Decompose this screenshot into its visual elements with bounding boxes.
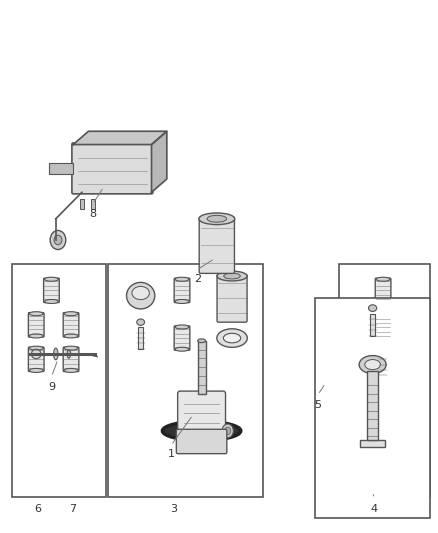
Polygon shape [152, 131, 167, 192]
Text: 8: 8 [89, 209, 96, 219]
FancyBboxPatch shape [178, 391, 226, 433]
Bar [315, 298, 430, 519]
Ellipse shape [217, 329, 247, 348]
Bar [198, 341, 205, 394]
Ellipse shape [175, 325, 189, 329]
Text: 4: 4 [370, 504, 377, 514]
Polygon shape [73, 131, 167, 144]
Ellipse shape [64, 368, 78, 373]
Circle shape [225, 427, 231, 434]
FancyBboxPatch shape [177, 429, 227, 454]
Ellipse shape [29, 346, 43, 350]
Bar [360, 440, 385, 447]
FancyBboxPatch shape [174, 326, 190, 350]
FancyBboxPatch shape [375, 278, 391, 303]
Ellipse shape [29, 312, 43, 316]
Circle shape [54, 235, 62, 245]
Ellipse shape [198, 339, 205, 343]
Ellipse shape [224, 273, 240, 279]
Ellipse shape [175, 300, 189, 303]
Ellipse shape [376, 277, 390, 281]
Bar [381, 354, 385, 375]
FancyBboxPatch shape [63, 313, 79, 337]
Ellipse shape [29, 368, 43, 373]
FancyBboxPatch shape [63, 347, 79, 372]
Bar [108, 264, 262, 497]
FancyBboxPatch shape [375, 316, 391, 340]
Ellipse shape [217, 271, 247, 281]
Ellipse shape [368, 305, 377, 311]
Ellipse shape [376, 300, 390, 303]
Ellipse shape [199, 213, 235, 224]
Ellipse shape [223, 333, 241, 343]
Circle shape [50, 230, 66, 249]
FancyBboxPatch shape [44, 278, 59, 303]
Bar [49, 163, 73, 174]
Circle shape [222, 424, 233, 438]
Ellipse shape [64, 312, 78, 316]
Ellipse shape [162, 421, 241, 440]
Ellipse shape [67, 350, 71, 358]
Text: 1: 1 [168, 449, 175, 459]
Bar [12, 264, 106, 497]
Bar [91, 199, 95, 209]
Text: 2: 2 [194, 274, 201, 285]
Ellipse shape [64, 334, 78, 338]
Bar [138, 327, 143, 349]
Ellipse shape [359, 356, 386, 374]
Ellipse shape [29, 334, 43, 338]
FancyBboxPatch shape [28, 347, 44, 372]
Ellipse shape [376, 337, 390, 341]
Ellipse shape [32, 349, 41, 359]
Ellipse shape [64, 346, 78, 350]
Ellipse shape [45, 277, 58, 281]
FancyBboxPatch shape [174, 278, 190, 303]
Ellipse shape [132, 286, 149, 300]
Bar [339, 264, 430, 497]
Text: 7: 7 [69, 504, 76, 514]
FancyBboxPatch shape [28, 313, 44, 337]
Bar [371, 314, 375, 336]
Text: 3: 3 [170, 504, 177, 514]
Ellipse shape [127, 282, 155, 309]
Ellipse shape [379, 345, 387, 352]
Text: 5: 5 [314, 400, 321, 410]
Ellipse shape [137, 319, 145, 325]
Text: 9: 9 [48, 382, 55, 392]
Ellipse shape [53, 348, 58, 360]
FancyBboxPatch shape [72, 143, 153, 194]
Bar [80, 199, 84, 209]
Ellipse shape [175, 277, 189, 281]
FancyBboxPatch shape [199, 217, 234, 273]
FancyBboxPatch shape [217, 274, 247, 322]
Ellipse shape [207, 215, 226, 222]
Ellipse shape [365, 360, 381, 369]
Ellipse shape [175, 347, 189, 351]
Text: 6: 6 [34, 504, 41, 514]
Bar [367, 372, 378, 440]
Ellipse shape [376, 314, 390, 318]
Ellipse shape [45, 300, 58, 303]
